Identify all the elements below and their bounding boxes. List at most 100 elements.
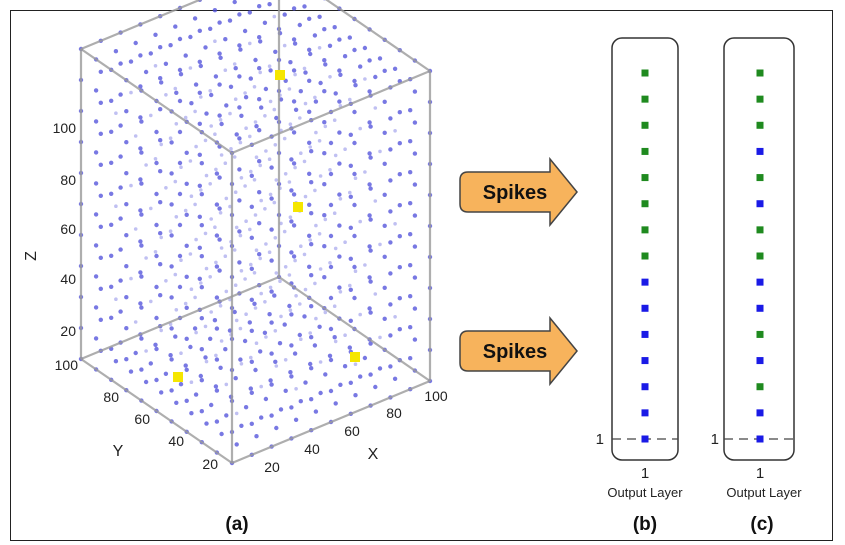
neuron-point [133, 320, 138, 324]
neuron-point [247, 10, 252, 15]
neuron-point [168, 353, 173, 358]
neuron-point [307, 233, 312, 238]
neuron-point [243, 184, 247, 188]
neuron-point [322, 120, 327, 125]
neuron-point [249, 266, 254, 271]
x-tick-label: 40 [304, 441, 320, 457]
cube-edge [80, 275, 280, 361]
neuron-point [263, 114, 267, 118]
neuron-point [189, 380, 194, 385]
neuron-point [208, 336, 213, 341]
neuron-point [133, 350, 138, 356]
neuron-point [313, 409, 319, 414]
neuron-point [264, 149, 268, 153]
neuron-point [327, 43, 333, 48]
neuron-point [158, 169, 163, 174]
neuron-point [232, 62, 237, 66]
neuron-point [199, 192, 204, 197]
neuron-point [133, 134, 138, 138]
neuron-point [217, 113, 222, 118]
neuron-point [208, 182, 212, 186]
neuron-point [323, 124, 328, 129]
arrow-shape [459, 156, 578, 228]
neuron-point [238, 47, 243, 52]
neuron-point [347, 35, 352, 40]
neuron-point [264, 242, 268, 246]
neuron-point [277, 341, 283, 346]
neuron-point [388, 364, 393, 369]
z-axis-label: Z [23, 251, 40, 261]
neuron-point [298, 89, 303, 94]
y-tick-label: 20 [202, 456, 218, 472]
neuron-point [298, 302, 302, 306]
neuron-point [388, 271, 393, 276]
neuron-point [412, 306, 418, 311]
neuron-point [189, 411, 194, 416]
neuron-point [224, 413, 229, 418]
active-neuron-marker [293, 202, 303, 212]
neuron-point [193, 202, 197, 207]
neuron-point [218, 55, 223, 60]
neuron-point [373, 199, 378, 203]
neuron-point [373, 106, 378, 110]
neuron-point [113, 359, 119, 364]
neuron-point [259, 415, 264, 420]
neuron-point [288, 308, 293, 313]
neuron-point [352, 233, 357, 239]
neuron-point [367, 120, 372, 125]
neuron-point [174, 215, 179, 219]
neuron-point [367, 275, 372, 280]
neuron-point [289, 374, 294, 379]
neuron-point [373, 74, 378, 80]
neuron-point [232, 0, 237, 5]
neuron-point [318, 267, 323, 271]
neuron-point [197, 59, 202, 64]
neuron-point [358, 64, 363, 69]
neuron-point [293, 165, 297, 170]
neuron-point [254, 434, 259, 439]
neuron-point [358, 126, 363, 131]
neuron-point [274, 178, 279, 182]
neuron-point [98, 193, 104, 198]
neuron-point [308, 361, 313, 367]
neuron-point [252, 178, 257, 182]
output-neuron [641, 121, 649, 129]
neuron-point [93, 119, 99, 124]
neuron-point [408, 201, 413, 206]
neuron-point [397, 265, 402, 270]
neuron-point [184, 398, 189, 403]
neuron-point [154, 315, 159, 321]
output-neuron [756, 278, 764, 286]
neuron-point [293, 72, 297, 77]
neuron-point [197, 28, 202, 33]
neuron-point [128, 369, 134, 374]
neuron-point [362, 355, 368, 361]
neuron-point [253, 57, 258, 63]
neuron-point [183, 301, 188, 306]
neuron-point [203, 45, 208, 50]
neuron-point [199, 188, 203, 192]
neuron-point [124, 264, 129, 269]
neuron-point [288, 122, 293, 126]
panel-a-caption: (a) [225, 514, 248, 535]
neuron-point [109, 129, 114, 134]
neuron-point [249, 204, 254, 209]
neuron-point [269, 227, 274, 232]
neuron-point [139, 336, 144, 341]
neuron-point [138, 239, 143, 244]
output-neurons [641, 69, 649, 443]
neuron-point [388, 116, 393, 121]
active-neurons [173, 70, 360, 382]
neuron-point [303, 70, 308, 75]
neuron-point [109, 284, 114, 289]
neuron-point [328, 171, 334, 177]
neuron-point [189, 101, 194, 106]
neuron-point [174, 400, 179, 405]
neuron-point [169, 357, 174, 362]
neuron-point [332, 25, 337, 30]
neuron-point [98, 286, 104, 291]
neuron-point [197, 214, 202, 219]
neuron-point [278, 407, 284, 412]
neuron-point [313, 281, 317, 286]
neuron-point [198, 63, 203, 69]
